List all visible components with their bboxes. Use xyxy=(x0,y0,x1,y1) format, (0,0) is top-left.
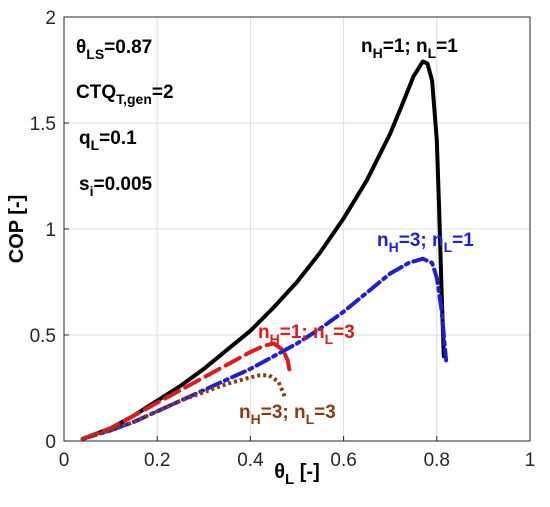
series-line-nh1-nl3 xyxy=(80,341,292,441)
y-tick-label: 2 xyxy=(45,8,56,29)
x-tick-label: 0 xyxy=(59,450,70,471)
y-tick-label: 1.5 xyxy=(30,114,56,135)
series-layer xyxy=(80,59,449,441)
ql-label: qL=0.1 xyxy=(79,128,137,153)
parameter-annotations: θLS=0.87 CTQT,gen=2 qL=0.1 si=0.005 xyxy=(76,37,174,199)
series-label-nh1-nl1: nH=1; nL=1 xyxy=(361,36,458,61)
x-axis-label-main: θ xyxy=(274,461,285,483)
x-tick-label: 0.8 xyxy=(424,450,450,471)
series-line-nh1-nl1 xyxy=(80,59,446,441)
series-label-nh3-nl3: nH=3; nL=3 xyxy=(239,402,336,427)
tick-layer: 0 0.2 0.4 0.6 0.8 1 0 0.5 1 1.5 2 xyxy=(30,8,536,471)
y-tick-label: 1 xyxy=(45,220,56,241)
x-axis-label: θL [-] xyxy=(274,461,320,488)
y-tick-label: 0.5 xyxy=(30,326,56,347)
series-label-nh1-nl3: nH=1; nL=3 xyxy=(258,322,355,347)
x-axis-label-sub: L xyxy=(285,471,294,488)
ctq-label: CTQT,gen=2 xyxy=(76,82,174,107)
x-tick-label: 0.2 xyxy=(144,450,170,471)
y-axis-label: COP [-] xyxy=(6,195,28,264)
x-axis-label-suffix: [-] xyxy=(294,461,320,483)
series-labels: nH=1; nL=1 nH=3; nL=1 nH=1; nL=3 nH=3; nL=3 xyxy=(239,36,474,427)
x-tick-label: 0.4 xyxy=(237,450,264,471)
x-tick-label: 1 xyxy=(525,450,536,471)
si-label: si=0.005 xyxy=(79,174,153,199)
y-tick-label: 0 xyxy=(45,432,56,453)
theta-ls-label: θLS=0.87 xyxy=(76,37,152,62)
series-line-nh3-nl1 xyxy=(80,256,449,441)
x-tick-label: 0.6 xyxy=(330,450,356,471)
series-line-nh3-nl3 xyxy=(82,373,288,441)
grid xyxy=(64,17,530,441)
series-label-nh3-nl1: nH=3; nL=1 xyxy=(377,230,474,255)
